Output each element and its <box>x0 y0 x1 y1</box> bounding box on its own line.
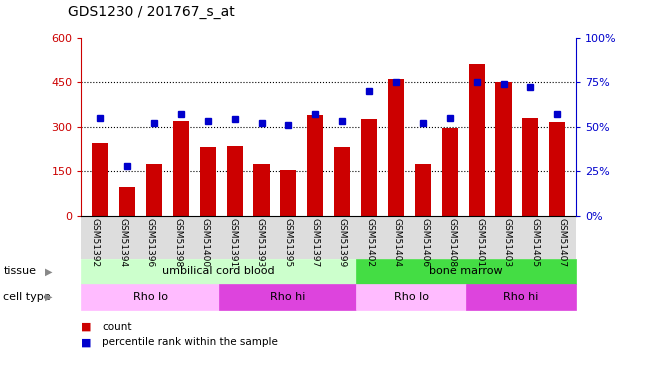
Text: ■: ■ <box>81 338 92 347</box>
Bar <box>388 79 404 216</box>
Bar <box>173 121 189 216</box>
Bar <box>92 143 108 216</box>
Text: GSM51400: GSM51400 <box>201 217 210 267</box>
Text: GSM51398: GSM51398 <box>173 217 182 267</box>
Bar <box>495 82 512 216</box>
Bar <box>281 170 296 216</box>
Text: GSM51405: GSM51405 <box>531 217 540 267</box>
Text: ▶: ▶ <box>45 292 53 302</box>
Bar <box>522 118 538 216</box>
Text: ■: ■ <box>81 322 92 332</box>
Text: GSM51408: GSM51408 <box>448 217 457 267</box>
Text: Rho hi: Rho hi <box>270 292 305 302</box>
Text: GSM51401: GSM51401 <box>475 217 484 267</box>
Text: umbilical cord blood: umbilical cord blood <box>163 267 275 276</box>
Bar <box>119 188 135 216</box>
Bar <box>200 147 216 216</box>
Text: GSM51402: GSM51402 <box>365 217 374 267</box>
Bar <box>253 164 270 216</box>
Bar <box>415 164 431 216</box>
Bar <box>441 128 458 216</box>
Text: Rho lo: Rho lo <box>133 292 167 302</box>
Text: GSM51404: GSM51404 <box>393 217 402 267</box>
Text: ▶: ▶ <box>45 267 53 276</box>
Text: cell type: cell type <box>3 292 51 302</box>
Text: GSM51406: GSM51406 <box>421 217 430 267</box>
Bar <box>334 147 350 216</box>
Text: GSM51399: GSM51399 <box>338 217 347 267</box>
Text: bone marrow: bone marrow <box>430 267 503 276</box>
Text: GDS1230 / 201767_s_at: GDS1230 / 201767_s_at <box>68 5 235 19</box>
Bar <box>469 64 485 216</box>
Text: tissue: tissue <box>3 267 36 276</box>
Text: GSM51397: GSM51397 <box>311 217 320 267</box>
Bar <box>549 122 565 216</box>
Text: GSM51403: GSM51403 <box>503 217 512 267</box>
Text: GSM51395: GSM51395 <box>283 217 292 267</box>
Text: GSM51392: GSM51392 <box>90 217 100 267</box>
Text: GSM51391: GSM51391 <box>228 217 237 267</box>
Bar <box>146 164 162 216</box>
Bar <box>361 119 377 216</box>
Text: count: count <box>102 322 132 332</box>
Text: Rho lo: Rho lo <box>394 292 429 302</box>
Text: percentile rank within the sample: percentile rank within the sample <box>102 338 278 347</box>
Bar <box>307 115 324 216</box>
Text: GSM51396: GSM51396 <box>146 217 154 267</box>
Text: GSM51393: GSM51393 <box>256 217 264 267</box>
Text: GSM51407: GSM51407 <box>558 217 567 267</box>
Text: Rho hi: Rho hi <box>503 292 539 302</box>
Text: GSM51394: GSM51394 <box>118 217 127 267</box>
Bar <box>227 146 243 216</box>
